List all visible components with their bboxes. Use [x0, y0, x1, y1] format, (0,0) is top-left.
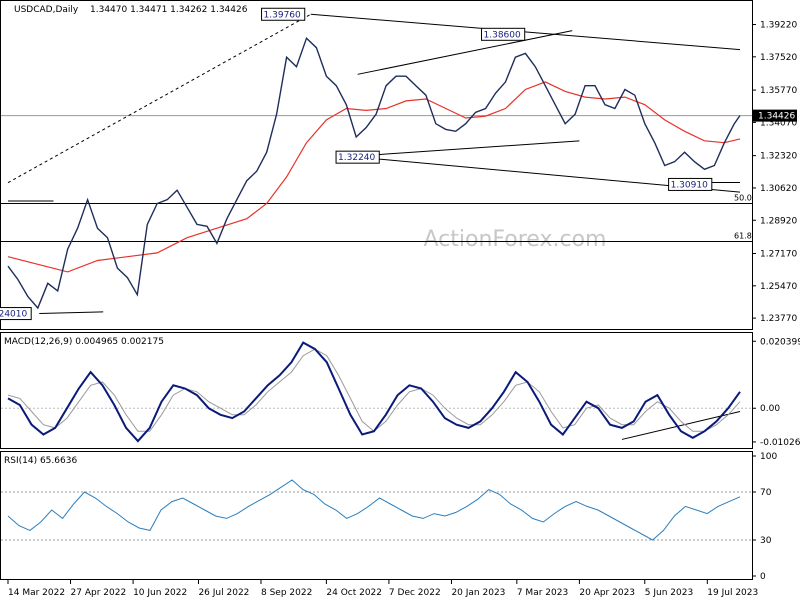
fib-level-label: 50.0 [734, 194, 752, 203]
macd-y-tick-label: -0.01026 [760, 438, 800, 448]
price-y-tick-label: 1.23770 [760, 314, 797, 324]
price-annotation-label: 1.38600 [484, 30, 521, 40]
macd-line [7, 341, 741, 443]
fib-level-label: 61.8 [734, 232, 752, 241]
x-tick-label: 24 Oct 2022 [326, 588, 382, 598]
price-annotation-box [0, 307, 32, 321]
x-tick-label: 10 Jun 2022 [133, 588, 187, 598]
price-annotation-box [668, 177, 713, 191]
moving-average-line [7, 81, 741, 273]
watermark: ActionForex.com [424, 227, 607, 252]
current-price-label: 1.34426 [758, 112, 795, 122]
price-header-ohlc: 1.34470 1.34471 1.34262 1.34426 [90, 5, 248, 15]
x-tick-label: 26 Jul 2022 [198, 588, 249, 598]
price-annotation-label: 1.39760 [264, 10, 301, 20]
rsi-y-tick-label: 30 [760, 536, 772, 546]
price-annotation-box [481, 27, 526, 41]
price-y-tick-label: 1.25470 [760, 282, 797, 292]
x-tick-label: 27 Apr 2022 [71, 588, 127, 598]
current-price-box [753, 109, 797, 122]
x-tick-label: 8 Sep 2022 [261, 588, 312, 598]
rsi-y-tick-label: 0 [760, 572, 766, 582]
price-y-tick-label: 1.30620 [760, 184, 797, 194]
price-annotation-label: 1.32240 [338, 153, 375, 163]
low-stub-line [39, 311, 104, 315]
price-annotation-label: 1.24010 [0, 310, 27, 320]
x-tick-label: 14 Mar 2022 [8, 588, 65, 598]
rsi-y-tick-label: 100 [760, 452, 777, 462]
rsi-line [7, 479, 741, 541]
triangle-lower-line [357, 140, 580, 157]
price-annotation-label: 1.30910 [671, 180, 708, 190]
price-y-tick-label: 1.27170 [760, 250, 797, 260]
price-y-tick-label: 1.32320 [760, 152, 797, 162]
rsi-y-tick-label: 70 [760, 488, 772, 498]
macd-header: MACD(12,26,9) 0.004965 0.002175 [4, 337, 164, 347]
price-y-tick-label: 1.34070 [760, 118, 797, 128]
macd-panel [0, 332, 753, 449]
dotted-trendline [7, 13, 311, 184]
price-y-tick-label: 1.28920 [760, 216, 797, 226]
price-y-tick-label: 1.37520 [760, 53, 797, 63]
price-y-tick-label: 1.39220 [760, 21, 797, 31]
price-y-tick-label: 1.35770 [760, 86, 797, 96]
rsi-panel [0, 451, 753, 580]
macd-y-tick-label: 0.00 [760, 404, 780, 414]
price-annotation-box [335, 150, 380, 164]
price-header-symbol: USDCAD,Daily [14, 5, 79, 15]
x-tick-label: 7 Mar 2023 [517, 588, 568, 598]
price-line [7, 36, 741, 310]
triangle-upper-line [357, 30, 573, 75]
x-tick-label: 20 Jan 2023 [451, 588, 505, 598]
x-tick-label: 20 Apr 2023 [579, 588, 635, 598]
rsi-header: RSI(14) 65.6636 [4, 456, 77, 466]
price-panel [0, 0, 753, 330]
macd-y-tick-label: 0.020399 [760, 337, 800, 347]
upper-channel-line [310, 13, 741, 51]
price-annotation-box [261, 7, 306, 21]
x-tick-label: 7 Dec 2022 [389, 588, 441, 598]
x-tick-label: 5 Jun 2023 [645, 588, 693, 598]
x-tick-label: 19 Jul 2023 [707, 588, 758, 598]
